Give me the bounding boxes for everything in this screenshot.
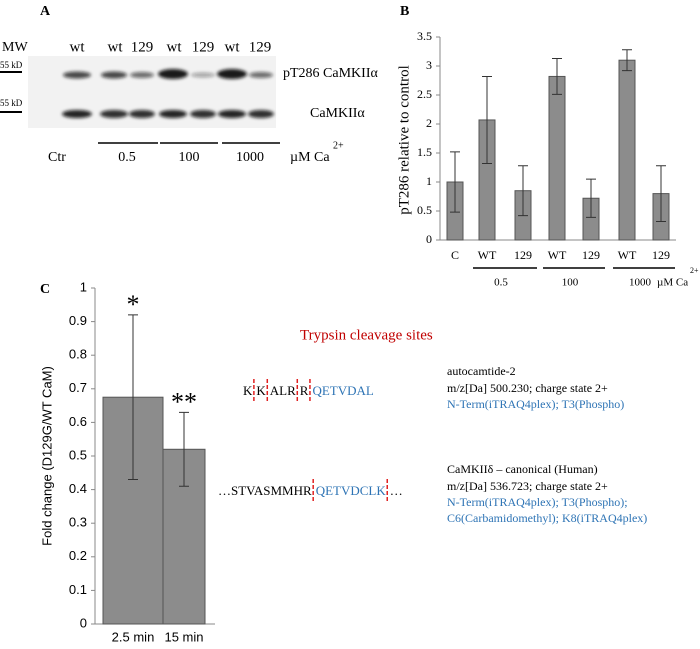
lane-label: 129 <box>249 39 272 55</box>
panel-label: A <box>40 4 51 19</box>
x-tick-label: 129 <box>652 248 670 262</box>
y-tick-label: 1.5 <box>417 145 432 159</box>
residues: K <box>243 383 253 398</box>
lane-label: wt <box>70 39 86 55</box>
y-tick-label: 2 <box>426 116 432 130</box>
y-tick-label: 0.4 <box>69 481 87 496</box>
peptide-name: autocamtide-2 <box>447 364 516 378</box>
y-tick-label: 3 <box>426 58 432 72</box>
band-label: pT286 CaMKIIα <box>283 66 378 81</box>
y-tick-label: 2.5 <box>417 87 432 101</box>
group-label: 0.5 <box>118 150 136 165</box>
y-tick-label: 0.7 <box>69 380 87 395</box>
unit-label: µM Ca <box>657 277 688 289</box>
lane-label: wt <box>225 39 241 55</box>
y-tick-label: 0.5 <box>69 447 87 462</box>
x-tick-label: WT <box>548 248 567 262</box>
marker-label: 55 kD <box>0 60 23 70</box>
y-tick-label: 0.5 <box>417 203 432 217</box>
y-tick-label: 0.6 <box>69 414 87 429</box>
residues: …STVASMMHR <box>218 483 312 498</box>
y-tick-label: 0.8 <box>69 347 87 362</box>
peptide-mods: C6(Carbamidomethyl); K8(iTRAQ4plex) <box>447 511 647 525</box>
diagram-title: Trypsin cleavage sites <box>300 327 433 343</box>
y-axis-label: Fold change (D129G/WT CaM) <box>39 366 54 546</box>
marker-label: 55 kD <box>0 98 23 108</box>
x-tick-label: 15 min <box>164 629 203 644</box>
x-tick-label: C <box>451 248 459 262</box>
error-bar <box>552 57 562 95</box>
y-tick-label: 1 <box>426 174 432 188</box>
y-axis-label: pT286 relative to control <box>396 65 412 215</box>
peptide-mass: m/z[Da] 536.723; charge state 2+ <box>447 479 608 493</box>
peptide-name: CaMKIIδ – canonical (Human) <box>447 462 598 476</box>
residues-detected: QETVDAL <box>312 383 373 398</box>
unit-superscript: 2+ <box>333 140 344 151</box>
blot-bands <box>62 69 274 118</box>
y-tick-label: 0 <box>426 232 432 246</box>
residues: … <box>390 483 403 498</box>
y-tick-label: 0 <box>80 615 87 630</box>
unit-label: µM Ca <box>290 150 330 165</box>
x-tick-label: 129 <box>582 248 600 262</box>
y-tick-label: 1 <box>80 279 87 294</box>
group-label: Ctr <box>48 150 66 165</box>
y-tick-label: 3.5 <box>417 29 432 43</box>
error-bar <box>586 178 596 218</box>
group-label: 1000 <box>236 150 264 165</box>
x-tick-label: WT <box>618 248 637 262</box>
error-bar <box>128 314 138 481</box>
panel-label: C <box>40 282 50 297</box>
residues: K <box>256 383 266 398</box>
bar <box>618 59 636 241</box>
lane-label: wt <box>108 39 124 55</box>
error-bar <box>518 165 528 217</box>
mw-label: MW <box>2 40 28 55</box>
error-bar <box>179 411 189 487</box>
error-bar <box>622 49 632 72</box>
lane-label: wt <box>167 39 183 55</box>
error-bar <box>656 165 666 222</box>
significance-mark: ** <box>171 387 197 416</box>
residues-detected: QETVDCLK <box>316 483 387 498</box>
panel-label: B <box>400 4 409 19</box>
residues: R <box>300 383 309 398</box>
unit-superscript: 2+ <box>690 266 699 275</box>
error-bar <box>450 151 460 213</box>
x-tick-label: 2.5 min <box>112 629 155 644</box>
group-label: 100 <box>562 277 579 289</box>
y-tick-label: 0.1 <box>69 582 87 597</box>
band-label: CaMKIIα <box>310 106 365 121</box>
y-tick-label: 0.9 <box>69 313 87 328</box>
peptide-mods: N-Term(iTRAQ4plex); T3(Phospho); <box>447 495 628 509</box>
group-label: 1000 <box>629 277 652 289</box>
y-tick-label: 0.3 <box>69 515 87 530</box>
x-tick-label: WT <box>478 248 497 262</box>
bar <box>548 75 566 241</box>
peptide-mass: m/z[Da] 500.230; charge state 2+ <box>447 381 608 395</box>
significance-mark: * <box>127 290 140 319</box>
group-label: 100 <box>179 150 200 165</box>
group-label: 0.5 <box>494 277 508 289</box>
lane-label: 129 <box>192 39 215 55</box>
error-bar <box>482 75 492 164</box>
x-tick-label: 129 <box>514 248 532 262</box>
y-tick-label: 0.2 <box>69 548 87 563</box>
peptide-mods: N-Term(iTRAQ4plex); T3(Phospho) <box>447 397 624 411</box>
lane-label: 129 <box>131 39 154 55</box>
residues: ALR <box>270 383 296 398</box>
